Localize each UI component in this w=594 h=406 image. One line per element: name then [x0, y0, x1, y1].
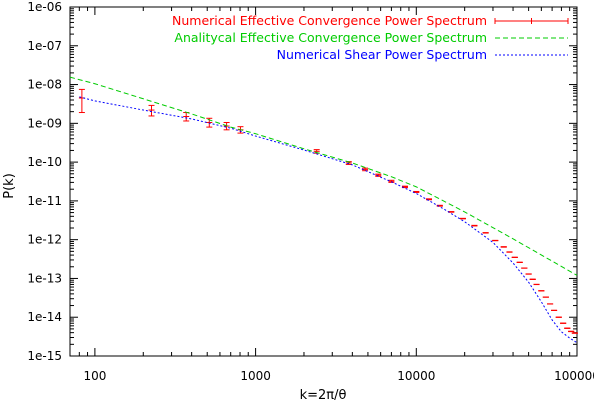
x-axis-label: k=2π/θ [300, 388, 347, 403]
x-tick-label: 1000 [240, 369, 271, 383]
series-0 [78, 88, 578, 334]
x-tick-label: 100 [83, 369, 106, 383]
series-2 [79, 96, 578, 344]
x-tick-label: 100000 [554, 369, 594, 383]
y-axis-label: P(k) [2, 173, 17, 199]
y-tick-label: 1e-09 [27, 116, 62, 130]
y-tick-label: 1e-13 [27, 271, 62, 285]
series-layer [69, 76, 578, 344]
x-tick-label: 10000 [397, 369, 435, 383]
y-tick-label: 1e-11 [27, 194, 62, 208]
legend: Numerical Effective Convergence Power Sp… [172, 13, 569, 62]
y-tick-label: 1e-10 [27, 155, 62, 169]
y-tick-label: 1e-15 [27, 349, 62, 363]
plot-frame [69, 6, 578, 357]
y-tick-label: 1e-07 [27, 39, 62, 53]
y-tick-label: 1e-08 [27, 78, 62, 92]
y-tick-label: 1e-12 [27, 233, 62, 247]
y-tick-label: 1e-06 [27, 0, 62, 14]
axis-ticks: 100 1000 10000 100000 1e-15 1e-14 1e-13 1e-12 1e… [27, 0, 594, 383]
series-1 [69, 76, 578, 276]
y-tick-label: 1e-14 [27, 310, 62, 324]
legend-label: Analitycal Effective Convergence Power S… [174, 30, 487, 45]
series-line [69, 76, 578, 276]
legend-label: Numerical Effective Convergence Power Sp… [172, 13, 487, 28]
series-line [79, 96, 578, 344]
legend-label: Numerical Shear Power Spectrum [277, 47, 487, 62]
